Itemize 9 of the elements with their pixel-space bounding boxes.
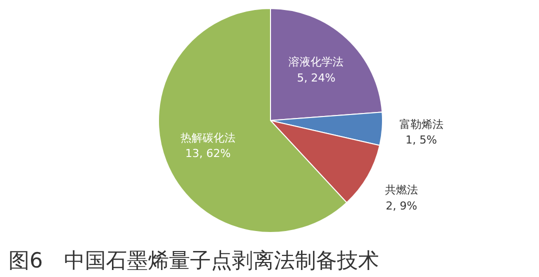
slice-label: 富勒烯法 [399,118,444,131]
slice-label: 溶液化学法 [288,56,344,69]
slice-label: 热解碳化法 [180,131,236,144]
data-label: 1, 5% [406,133,438,146]
text: 图6 中国石墨烯量子点剥离法制备技术 [8,248,379,272]
data-label: 5, 24% [296,71,336,84]
slice-label: 共燃法 [384,184,418,197]
data-label: 2, 9% [386,199,418,212]
data-label: 13, 62% [185,146,231,160]
